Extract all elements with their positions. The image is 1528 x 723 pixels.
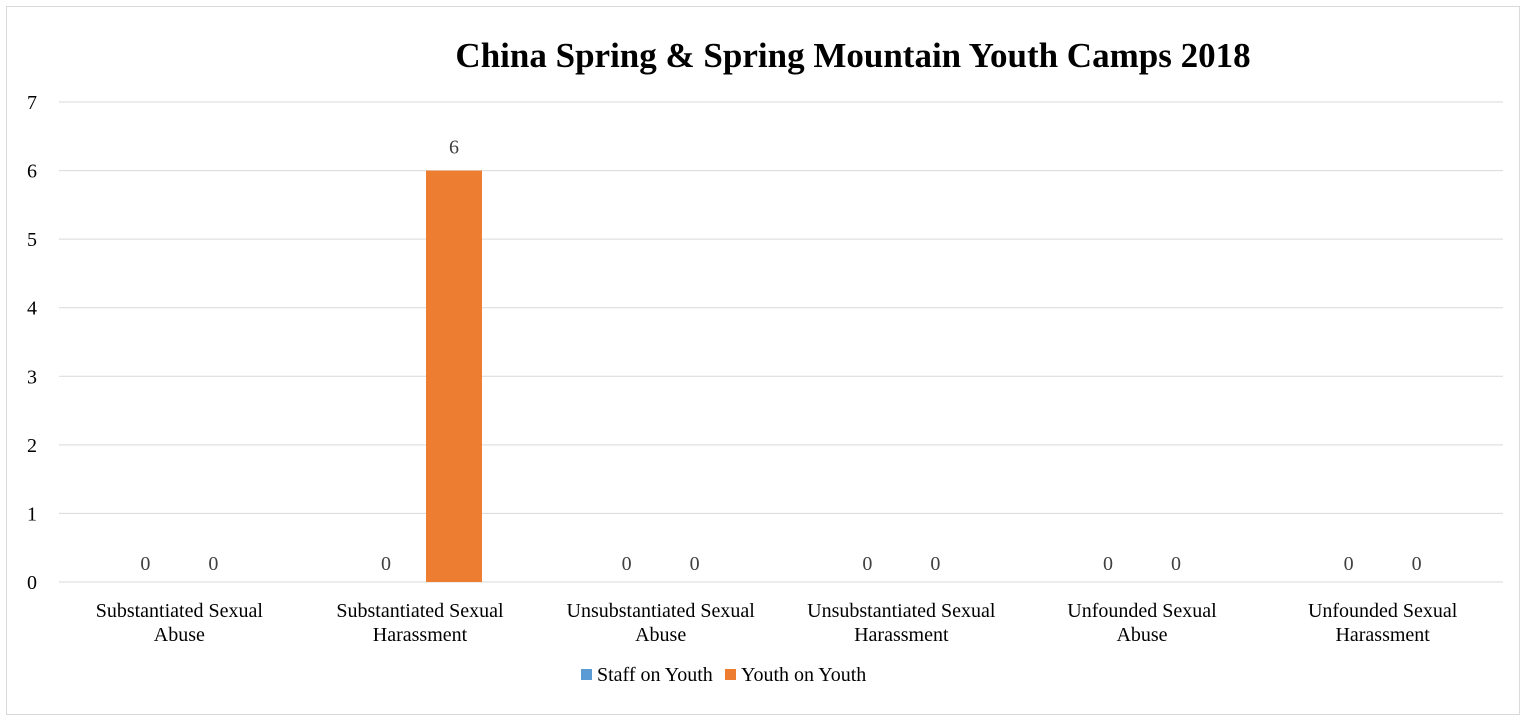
- y-tick-label: 6: [27, 161, 37, 183]
- data-label: 0: [930, 553, 940, 575]
- gridlines: [59, 101, 1503, 583]
- legend: Staff on Youth Youth on Youth: [581, 664, 866, 686]
- chart-title: China Spring & Spring Mountain Youth Cam…: [455, 36, 1250, 75]
- x-category-label: Unfounded Sexual: [1067, 600, 1217, 622]
- data-label: 0: [140, 553, 150, 575]
- y-tick-label: 0: [27, 572, 37, 594]
- data-labels: 0 0 0 0 0 0 0 6 0 0 0 0: [140, 137, 1421, 575]
- data-label: 0: [690, 553, 700, 575]
- data-label: 6: [449, 137, 459, 159]
- y-tick-label: 2: [27, 435, 37, 457]
- bar-youth-1: [426, 170, 482, 583]
- x-category-label: Harassment: [373, 624, 468, 646]
- x-category-label: Abuse: [635, 624, 686, 646]
- x-category-label: Substantiated Sexual: [96, 600, 264, 622]
- y-tick-label: 1: [27, 503, 37, 525]
- bars: [426, 170, 482, 583]
- y-tick-label: 7: [27, 92, 37, 114]
- x-category-label: Harassment: [1335, 624, 1430, 646]
- data-label: 0: [208, 553, 218, 575]
- legend-entry: Youth on Youth: [741, 664, 866, 686]
- legend-swatch: [725, 669, 736, 680]
- data-label: 0: [1344, 553, 1354, 575]
- x-category-label: Unsubstantiated Sexual: [807, 600, 996, 622]
- legend-swatch: [581, 669, 592, 680]
- data-label: 0: [622, 553, 632, 575]
- y-tick-label: 4: [27, 298, 37, 320]
- bar-chart: China Spring & Spring Mountain Youth Cam…: [27, 36, 1503, 686]
- x-category-label: Abuse: [154, 624, 205, 646]
- data-label: 0: [862, 553, 872, 575]
- data-label: 0: [1171, 553, 1181, 575]
- y-axis-ticks: 0 1 2 3 4 5 6 7: [27, 92, 37, 594]
- x-category-label: Unfounded Sexual: [1308, 600, 1458, 622]
- x-category-label: Unsubstantiated Sexual: [567, 600, 756, 622]
- x-category-label: Harassment: [854, 624, 949, 646]
- data-label: 0: [1103, 553, 1113, 575]
- y-tick-label: 5: [27, 229, 37, 251]
- chart-frame: China Spring & Spring Mountain Youth Cam…: [6, 6, 1520, 715]
- data-label: 0: [1412, 553, 1422, 575]
- x-category-label: Substantiated Sexual: [336, 600, 504, 622]
- y-tick-label: 3: [27, 366, 37, 388]
- legend-entry: Staff on Youth: [597, 664, 713, 686]
- data-label: 0: [381, 553, 391, 575]
- x-category-label: Abuse: [1116, 624, 1167, 646]
